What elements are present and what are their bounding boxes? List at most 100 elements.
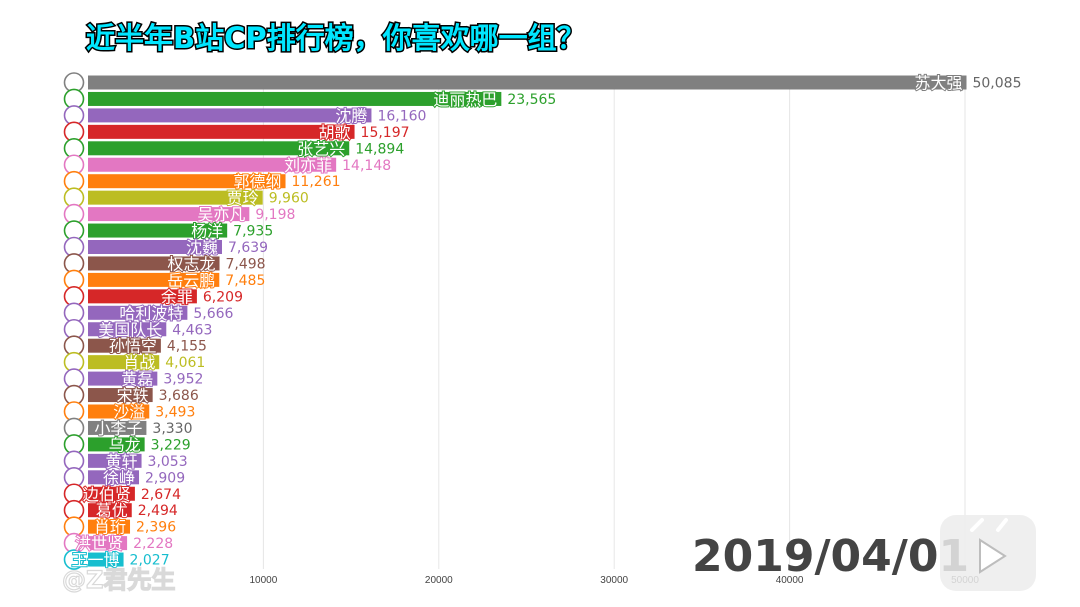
bar-name-label: 岳云鹏	[167, 271, 215, 290]
bar	[88, 305, 188, 320]
bar-value-label: 23,565	[507, 92, 556, 108]
bar-name-label: 黄磊	[121, 370, 153, 389]
bar-name-label: 洪世贤	[75, 534, 123, 553]
bar	[88, 355, 160, 370]
bar	[88, 437, 145, 452]
bar-value-label: 2,396	[136, 520, 176, 536]
bar-name-label: 黄轩	[106, 452, 138, 471]
bar-name-label: 乌龙	[109, 435, 141, 454]
bar	[88, 536, 128, 551]
bar-name-label: 吴亦凡	[197, 205, 245, 224]
bar-value-label: 7,935	[233, 224, 273, 240]
bar	[88, 190, 263, 205]
bar-value-label: 2,674	[141, 487, 181, 503]
bar-value-label: 5,666	[193, 306, 233, 322]
bar-value-label: 3,053	[148, 454, 188, 470]
bar-name-label: 肖珩	[94, 518, 126, 537]
bar-name-label: 哈利波特	[119, 304, 183, 323]
bar-value-label: 4,463	[172, 322, 212, 338]
bar-value-label: 4,061	[165, 355, 205, 371]
bar	[88, 141, 350, 156]
bar-value-label: 2,909	[145, 470, 185, 486]
bar-name-label: 小李子	[94, 419, 142, 438]
bar-name-label: 沈腾	[335, 106, 367, 125]
bar	[88, 240, 222, 254]
bar-name-label: 宋轶	[117, 386, 149, 405]
bar-name-label: 刘亦菲	[284, 156, 332, 175]
bar	[88, 256, 220, 271]
bar-name-label: 胡歌	[319, 123, 351, 142]
bar-value-label: 3,229	[151, 437, 191, 453]
bar	[88, 404, 150, 419]
bar-value-label: 9,198	[255, 207, 295, 223]
bar-name-label: 迪丽热巴	[433, 90, 497, 109]
play-triangle-icon	[979, 538, 1007, 574]
bar-value-label: 2,027	[130, 553, 170, 569]
bar	[88, 420, 147, 435]
bar-value-label: 3,686	[159, 388, 199, 404]
bar-value-label: 2,228	[133, 536, 173, 552]
bar	[88, 470, 140, 485]
bar-name-label: 沈巍	[186, 238, 218, 257]
bar	[88, 338, 161, 353]
bar-value-label: 7,498	[226, 256, 266, 272]
bar	[88, 322, 167, 337]
bar	[88, 519, 131, 534]
bar-name-label: 苏大强	[914, 74, 962, 93]
bar	[88, 272, 220, 287]
bar-name-label: 余罪	[161, 287, 193, 306]
bar-name-label: 沙溢	[113, 403, 145, 422]
bar	[88, 75, 967, 90]
bar-name-label: 贾玲	[227, 189, 259, 208]
play-button-logo[interactable]	[940, 515, 1036, 591]
bar-name-label: 张艺兴	[297, 139, 345, 158]
bar	[88, 371, 158, 386]
bar-value-label: 15,197	[361, 125, 410, 141]
bar	[88, 552, 124, 567]
grid-layer	[262, 75, 966, 569]
x-tick-label: 10000	[249, 575, 277, 586]
bar-value-label: 7,485	[225, 273, 265, 289]
chart-title: 近半年B站CP排行榜，你喜欢哪一组？	[86, 21, 586, 55]
bar	[88, 157, 337, 172]
x-tick-label: 20000	[425, 575, 453, 586]
bars-layer	[88, 75, 967, 567]
bar-value-label: 11,261	[292, 174, 341, 190]
date-display: 2019/04/01	[692, 531, 969, 582]
bar	[88, 108, 372, 123]
bar	[88, 388, 153, 403]
bar-value-label: 2,494	[138, 503, 178, 519]
bar-name-label: 王一博	[72, 551, 120, 570]
bar-name-label: 葛优	[96, 501, 128, 520]
bar	[88, 91, 502, 106]
bar	[88, 503, 132, 518]
bar-name-label: 边伯贤	[83, 485, 131, 504]
tv-antenna-icon	[970, 518, 1008, 532]
bar-value-label: 14,148	[342, 158, 391, 174]
bar-value-label: 7,639	[228, 240, 268, 256]
bar	[88, 174, 286, 189]
bar-name-label: 权志龙	[167, 254, 215, 273]
bar	[88, 289, 197, 304]
bar-value-label: 3,952	[163, 372, 203, 388]
bar-name-label: 杨洋	[191, 222, 223, 241]
bar-value-label: 50,085	[972, 76, 1021, 92]
bar-value-label: 3,493	[155, 405, 195, 421]
x-tick-label: 40000	[776, 575, 804, 586]
x-tick-label: 30000	[600, 575, 628, 586]
bar-value-label: 16,160	[377, 108, 426, 124]
bar-name-label: 肖战	[123, 353, 155, 372]
bar-icon-column	[63, 72, 85, 570]
bar-name-label: 孙悟空	[109, 337, 157, 356]
bar-name-label: 美国队长	[98, 320, 162, 339]
watermark-logo: @Z君先生	[62, 566, 175, 594]
bar-value-label: 6,209	[203, 289, 243, 305]
bar	[88, 223, 228, 238]
bar-value-label: 14,894	[355, 141, 404, 157]
bar-icon-circle	[63, 549, 85, 570]
bar	[88, 486, 135, 501]
bar-value-label: 9,960	[269, 191, 309, 207]
bar-name-label: 郭德纲	[234, 172, 282, 191]
